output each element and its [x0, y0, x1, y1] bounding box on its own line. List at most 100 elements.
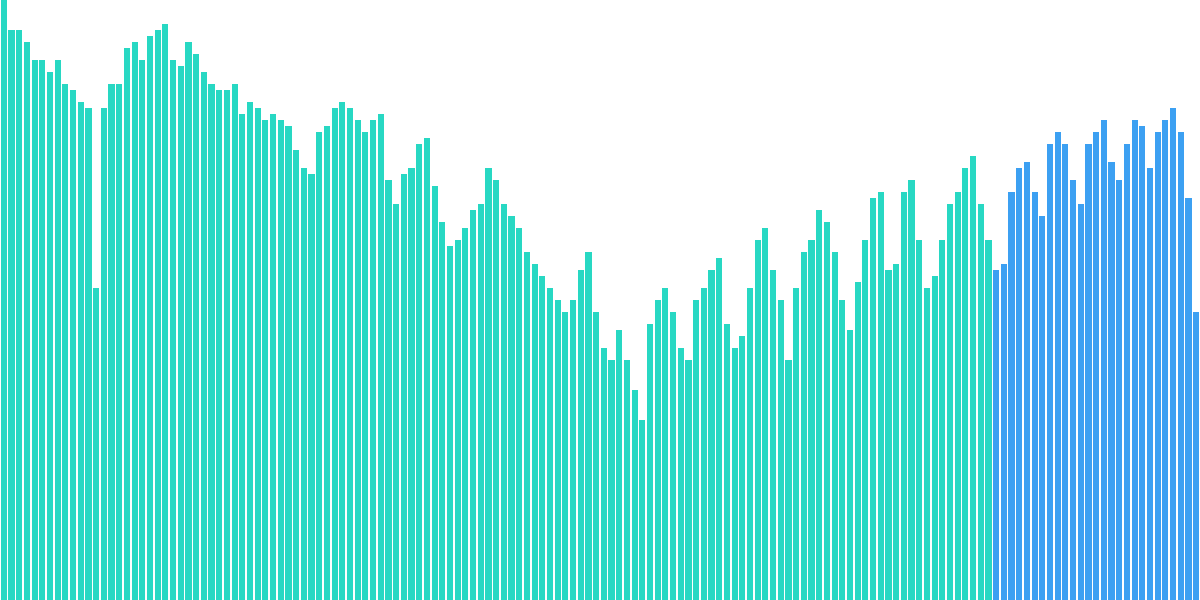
bar [1085, 144, 1091, 600]
bar [639, 420, 645, 600]
bar [416, 144, 422, 600]
bar [1024, 162, 1030, 600]
bar [924, 288, 930, 600]
bar [1101, 120, 1107, 600]
bar [216, 90, 222, 600]
bar [878, 192, 884, 600]
bar [8, 30, 14, 600]
bar [624, 360, 630, 600]
bar [247, 102, 253, 600]
bar [785, 360, 791, 600]
bar [1185, 198, 1191, 600]
bar [816, 210, 822, 600]
bar [55, 60, 61, 600]
bar [962, 168, 968, 600]
bar [239, 114, 245, 600]
bar [801, 252, 807, 600]
bar [478, 204, 484, 600]
bar [916, 240, 922, 600]
bar [193, 54, 199, 600]
bar [255, 108, 261, 600]
bar [539, 276, 545, 600]
bar [170, 60, 176, 600]
bar [932, 276, 938, 600]
bar [362, 132, 368, 600]
bar [870, 198, 876, 600]
bar [162, 24, 168, 600]
bar [85, 108, 91, 600]
bar [832, 252, 838, 600]
bar [755, 240, 761, 600]
bar [1132, 120, 1138, 600]
bar [670, 312, 676, 600]
bar [470, 210, 476, 600]
bar [178, 66, 184, 600]
bar [555, 300, 561, 600]
bar [316, 132, 322, 600]
bar [708, 270, 714, 600]
bar [885, 270, 891, 600]
bar [332, 108, 338, 600]
bar [562, 312, 568, 600]
bar [1155, 132, 1161, 600]
bar [378, 114, 384, 600]
bar [762, 228, 768, 600]
bar [955, 192, 961, 600]
bar [732, 348, 738, 600]
bar [893, 264, 899, 600]
bar [24, 42, 30, 600]
bar [1001, 264, 1007, 600]
bar [855, 282, 861, 600]
bar [385, 180, 391, 600]
bar [1039, 216, 1045, 600]
bar [155, 30, 161, 600]
bar [508, 216, 514, 600]
bar [308, 174, 314, 600]
bar [1047, 144, 1053, 600]
bar [778, 300, 784, 600]
bar [462, 228, 468, 600]
bar [1139, 126, 1145, 600]
bar [116, 84, 122, 600]
bar [393, 204, 399, 600]
bar [685, 360, 691, 600]
bar [1162, 120, 1168, 600]
bar [524, 252, 530, 600]
bar [424, 138, 430, 600]
bar [108, 84, 114, 600]
bar [1147, 168, 1153, 600]
bar [601, 348, 607, 600]
bar [32, 60, 38, 600]
bar [1078, 204, 1084, 600]
bar [724, 324, 730, 600]
bar [293, 150, 299, 600]
bar [62, 84, 68, 600]
bar [185, 42, 191, 600]
bar [908, 180, 914, 600]
bar [501, 204, 507, 600]
bar [232, 84, 238, 600]
bar [93, 288, 99, 600]
bar [432, 186, 438, 600]
bar [739, 336, 745, 600]
bar [1170, 108, 1176, 600]
bar [516, 228, 522, 600]
bar [716, 258, 722, 600]
bar [970, 156, 976, 600]
bar [1178, 132, 1184, 600]
bar [985, 240, 991, 600]
bar [47, 72, 53, 600]
bar [101, 108, 107, 600]
bar [1124, 144, 1130, 600]
bar [347, 108, 353, 600]
bar [70, 90, 76, 600]
bar [370, 120, 376, 600]
bar [339, 102, 345, 600]
bar [978, 204, 984, 600]
bar [132, 42, 138, 600]
bar [355, 120, 361, 600]
bar [824, 222, 830, 600]
bar [570, 300, 576, 600]
bar [770, 270, 776, 600]
bar [547, 288, 553, 600]
